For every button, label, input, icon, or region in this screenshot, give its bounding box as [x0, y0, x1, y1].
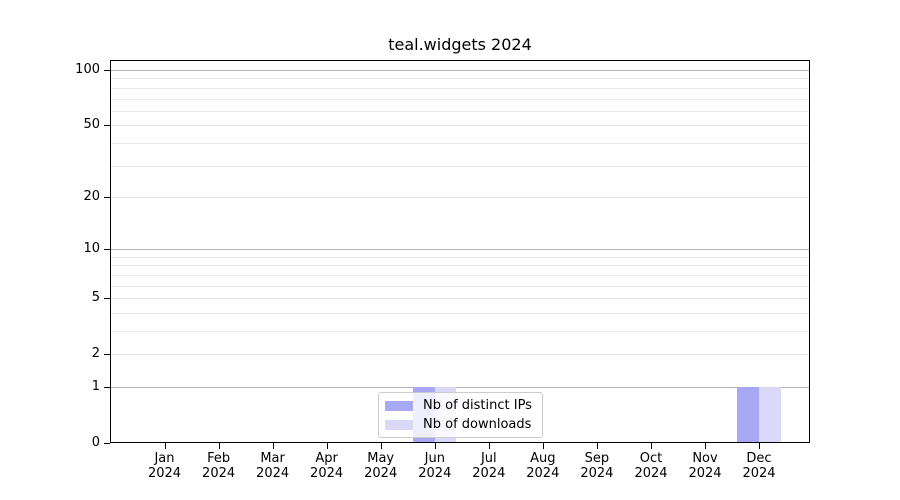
x-tick-month: Jan	[154, 451, 175, 466]
gridline-minor-50	[111, 125, 809, 127]
x-tick-label-jun: Jun 2024	[407, 451, 463, 481]
chart-title: teal.widgets 2024	[388, 35, 532, 54]
x-tick-apr	[326, 443, 328, 449]
bar-nb-of-distinct-ips-dec	[737, 387, 759, 443]
x-tick-year: 2024	[202, 466, 236, 481]
bar-nb-of-downloads-dec	[759, 387, 781, 443]
x-tick-label-dec: Dec 2024	[731, 451, 787, 481]
x-tick-month: May	[367, 451, 395, 466]
x-tick-may	[380, 443, 382, 449]
x-tick-month: Aug	[530, 451, 556, 466]
y-tick-2	[104, 354, 110, 356]
gridline-minor-80	[111, 87, 809, 89]
x-tick-label-mar: Mar 2024	[245, 451, 301, 481]
gridline-minor-70	[111, 98, 809, 100]
x-tick-year: 2024	[580, 466, 614, 481]
gridline-minor-7	[111, 274, 809, 276]
y-tick-50	[104, 125, 110, 127]
x-tick-month: Apr	[315, 451, 338, 466]
x-tick-year: 2024	[472, 466, 506, 481]
x-tick-month: Jun	[424, 451, 445, 466]
x-tick-month: Nov	[692, 451, 718, 466]
x-tick-label-apr: Apr 2024	[299, 451, 355, 481]
gridline-minor-40	[111, 142, 809, 144]
x-tick-label-nov: Nov 2024	[677, 451, 733, 481]
x-tick-year: 2024	[256, 466, 290, 481]
x-tick-label-feb: Feb 2024	[191, 451, 247, 481]
x-tick-year: 2024	[310, 466, 344, 481]
gridline-minor-3	[111, 331, 809, 332]
y-tick-5	[104, 298, 110, 300]
y-tick-label-0: 0	[91, 435, 100, 450]
x-tick-year: 2024	[742, 466, 776, 481]
y-tick-label-10: 10	[83, 241, 100, 257]
legend: Nb of distinct IPs Nb of downloads	[378, 392, 543, 438]
x-tick-month: Dec	[746, 451, 772, 466]
y-tick-20	[104, 196, 110, 198]
gridline-minor-5	[111, 298, 809, 300]
x-tick-year: 2024	[634, 466, 668, 481]
y-tick-1	[104, 387, 110, 388]
x-tick-label-jul: Jul 2024	[461, 451, 517, 481]
x-tick-label-may: May 2024	[353, 451, 409, 481]
y-tick-label-2: 2	[91, 346, 100, 362]
legend-label-downloads: Nb of downloads	[423, 416, 532, 432]
x-tick-month: Sep	[584, 451, 610, 466]
x-tick-dec	[759, 443, 760, 449]
x-tick-jan	[164, 443, 166, 449]
y-tick-label-5: 5	[91, 290, 100, 306]
gridline-minor-30	[111, 165, 809, 167]
gridline-minor-60	[111, 110, 809, 112]
legend-item-downloads: Nb of downloads	[385, 417, 542, 433]
gridline-major-10	[111, 249, 809, 251]
x-tick-aug	[542, 443, 544, 449]
x-tick-oct	[651, 443, 652, 449]
gridline-minor-90	[111, 78, 809, 80]
x-tick-jul	[488, 443, 490, 449]
x-tick-month: Oct	[639, 451, 663, 466]
y-tick-label-20: 20	[83, 188, 100, 204]
gridline-major-1	[111, 387, 809, 388]
gridline-minor-4	[111, 312, 809, 314]
x-tick-year: 2024	[364, 466, 398, 481]
legend-label-distinct-ips: Nb of distinct IPs	[423, 397, 532, 413]
x-tick-feb	[218, 443, 220, 449]
x-tick-sep	[596, 443, 598, 449]
y-tick-label-1: 1	[91, 379, 100, 394]
y-tick-label-100: 100	[75, 62, 100, 77]
legend-swatch-downloads	[385, 419, 413, 430]
gridline-major-100	[111, 70, 809, 71]
x-tick-year: 2024	[418, 466, 452, 481]
x-tick-mar	[272, 443, 274, 449]
x-tick-year: 2024	[526, 466, 560, 481]
x-tick-label-jan: Jan 2024	[137, 451, 193, 481]
x-tick-label-aug: Aug 2024	[515, 451, 571, 481]
y-tick-100	[104, 70, 110, 71]
gridline-minor-20	[111, 196, 809, 198]
gridline-minor-9	[111, 256, 809, 258]
x-tick-label-oct: Oct 2024	[623, 451, 679, 481]
x-tick-month: Jul	[480, 451, 497, 466]
y-tick-10	[104, 249, 110, 251]
gridline-minor-8	[111, 265, 809, 267]
x-tick-year: 2024	[688, 466, 722, 481]
legend-swatch-distinct-ips	[385, 400, 413, 411]
gridline-minor-6	[111, 285, 809, 287]
y-tick-0	[104, 443, 110, 444]
x-tick-label-sep: Sep 2024	[569, 451, 625, 481]
y-tick-label-50: 50	[83, 117, 100, 133]
x-tick-month: Mar	[260, 451, 285, 466]
legend-item-distinct-ips: Nb of distinct IPs	[385, 398, 542, 414]
x-tick-year: 2024	[147, 466, 182, 481]
x-tick-nov	[705, 443, 706, 449]
x-tick-jun	[434, 443, 436, 449]
x-tick-month: Feb	[207, 451, 231, 466]
gridline-minor-2	[111, 354, 809, 356]
